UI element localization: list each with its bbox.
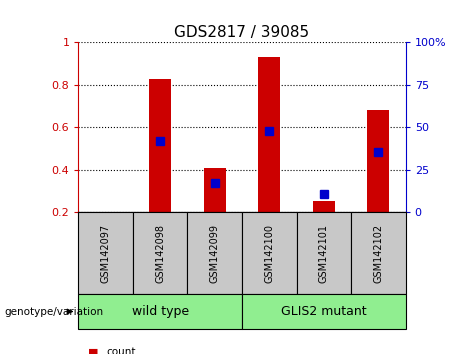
Text: GSM142102: GSM142102 xyxy=(373,223,384,283)
Bar xyxy=(78,212,133,294)
Bar xyxy=(78,294,242,329)
Bar xyxy=(242,212,296,294)
Text: genotype/variation: genotype/variation xyxy=(5,307,104,316)
Text: GSM142097: GSM142097 xyxy=(100,223,111,283)
Bar xyxy=(133,212,188,294)
Bar xyxy=(351,212,406,294)
Text: GSM142101: GSM142101 xyxy=(319,224,329,282)
Bar xyxy=(204,168,226,212)
Text: wild type: wild type xyxy=(132,305,189,318)
Bar xyxy=(296,212,351,294)
Text: GLIS2 mutant: GLIS2 mutant xyxy=(281,305,366,318)
Bar xyxy=(242,294,406,329)
Text: GSM142100: GSM142100 xyxy=(264,224,274,282)
Bar xyxy=(313,201,335,212)
Bar xyxy=(149,79,171,212)
Bar xyxy=(188,212,242,294)
Text: GSM142098: GSM142098 xyxy=(155,224,165,282)
Text: ■: ■ xyxy=(88,347,98,354)
Text: count: count xyxy=(106,347,136,354)
Bar xyxy=(367,110,389,212)
Title: GDS2817 / 39085: GDS2817 / 39085 xyxy=(174,25,310,40)
Text: GSM142099: GSM142099 xyxy=(210,224,220,282)
Bar xyxy=(258,57,280,212)
